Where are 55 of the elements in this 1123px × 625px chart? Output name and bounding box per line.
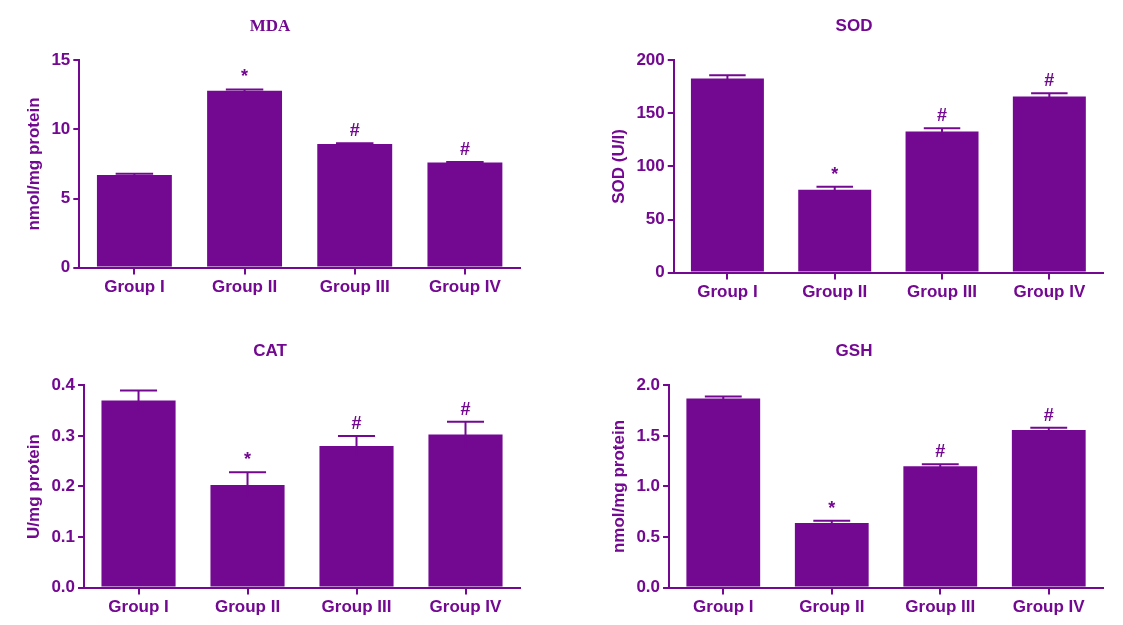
annotation: # <box>937 105 948 126</box>
annotation: # <box>1044 70 1055 91</box>
y-tick-label: 0.4 <box>51 375 76 395</box>
x-tick-label: Group II <box>802 282 868 302</box>
y-tick-label: 150 <box>636 103 665 123</box>
annotation: # <box>349 120 360 141</box>
chart-title: MDA <box>249 15 292 35</box>
chart-title: CAT <box>253 340 288 360</box>
y-tick-label: 0.1 <box>51 526 76 546</box>
y-tick-label: 15 <box>51 50 71 70</box>
x-tick-label: Group II <box>799 597 865 617</box>
annotation: # <box>351 412 362 433</box>
y-tick-label: 0.0 <box>51 577 76 597</box>
x-tick-label: Group IV <box>1012 597 1086 617</box>
y-tick-label: 0.0 <box>636 577 661 597</box>
x-tick-label: Group III <box>319 277 390 297</box>
y-tick-label: 0 <box>60 257 71 277</box>
y-axis-title: nmol/mg protein <box>608 419 628 554</box>
x-tick-label: Group I <box>104 277 165 297</box>
x-tick-label: Group I <box>108 597 169 617</box>
y-axis-title: nmol/mg protein <box>23 97 43 231</box>
x-tick-label: Group IV <box>429 597 503 617</box>
y-axis-title: SOD (U/l) <box>608 129 628 204</box>
x-tick-label: Group II <box>211 277 278 297</box>
x-tick-label: Group II <box>214 597 281 617</box>
x-tick-label: Group IV <box>1013 282 1086 302</box>
y-tick-label: 100 <box>636 156 665 176</box>
y-tick-label: 0.2 <box>51 476 76 496</box>
annotation: # <box>1043 404 1054 425</box>
y-tick-label: 1.0 <box>636 476 661 496</box>
y-tick-label: 0.5 <box>636 526 661 546</box>
y-axis-title: U/mg protein <box>23 434 43 539</box>
y-tick-label: 10 <box>51 119 71 139</box>
y-tick-label: 0 <box>655 262 665 282</box>
y-tick-label: 1.5 <box>636 425 661 445</box>
y-tick-label: 200 <box>636 50 665 70</box>
x-tick-label: Group III <box>321 597 392 617</box>
annotation: * <box>831 163 839 184</box>
annotation: # <box>459 138 470 159</box>
x-tick-label: Group I <box>693 597 754 617</box>
x-tick-label: Group III <box>907 282 977 302</box>
y-tick-label: 0.3 <box>51 425 76 445</box>
y-tick-label: 5 <box>60 188 71 208</box>
annotation: # <box>935 441 946 462</box>
annotation: * <box>828 497 836 518</box>
x-tick-label: Group I <box>697 282 758 302</box>
chart-title: SOD <box>835 15 873 35</box>
annotation: # <box>460 398 471 419</box>
x-tick-label: Group IV <box>429 277 502 297</box>
x-tick-label: Group III <box>905 597 976 617</box>
chart-title: GSH <box>835 340 873 360</box>
y-tick-label: 50 <box>645 209 665 229</box>
annotation: * <box>241 66 249 87</box>
annotation: * <box>244 449 252 470</box>
y-tick-label: 2.0 <box>636 375 661 395</box>
